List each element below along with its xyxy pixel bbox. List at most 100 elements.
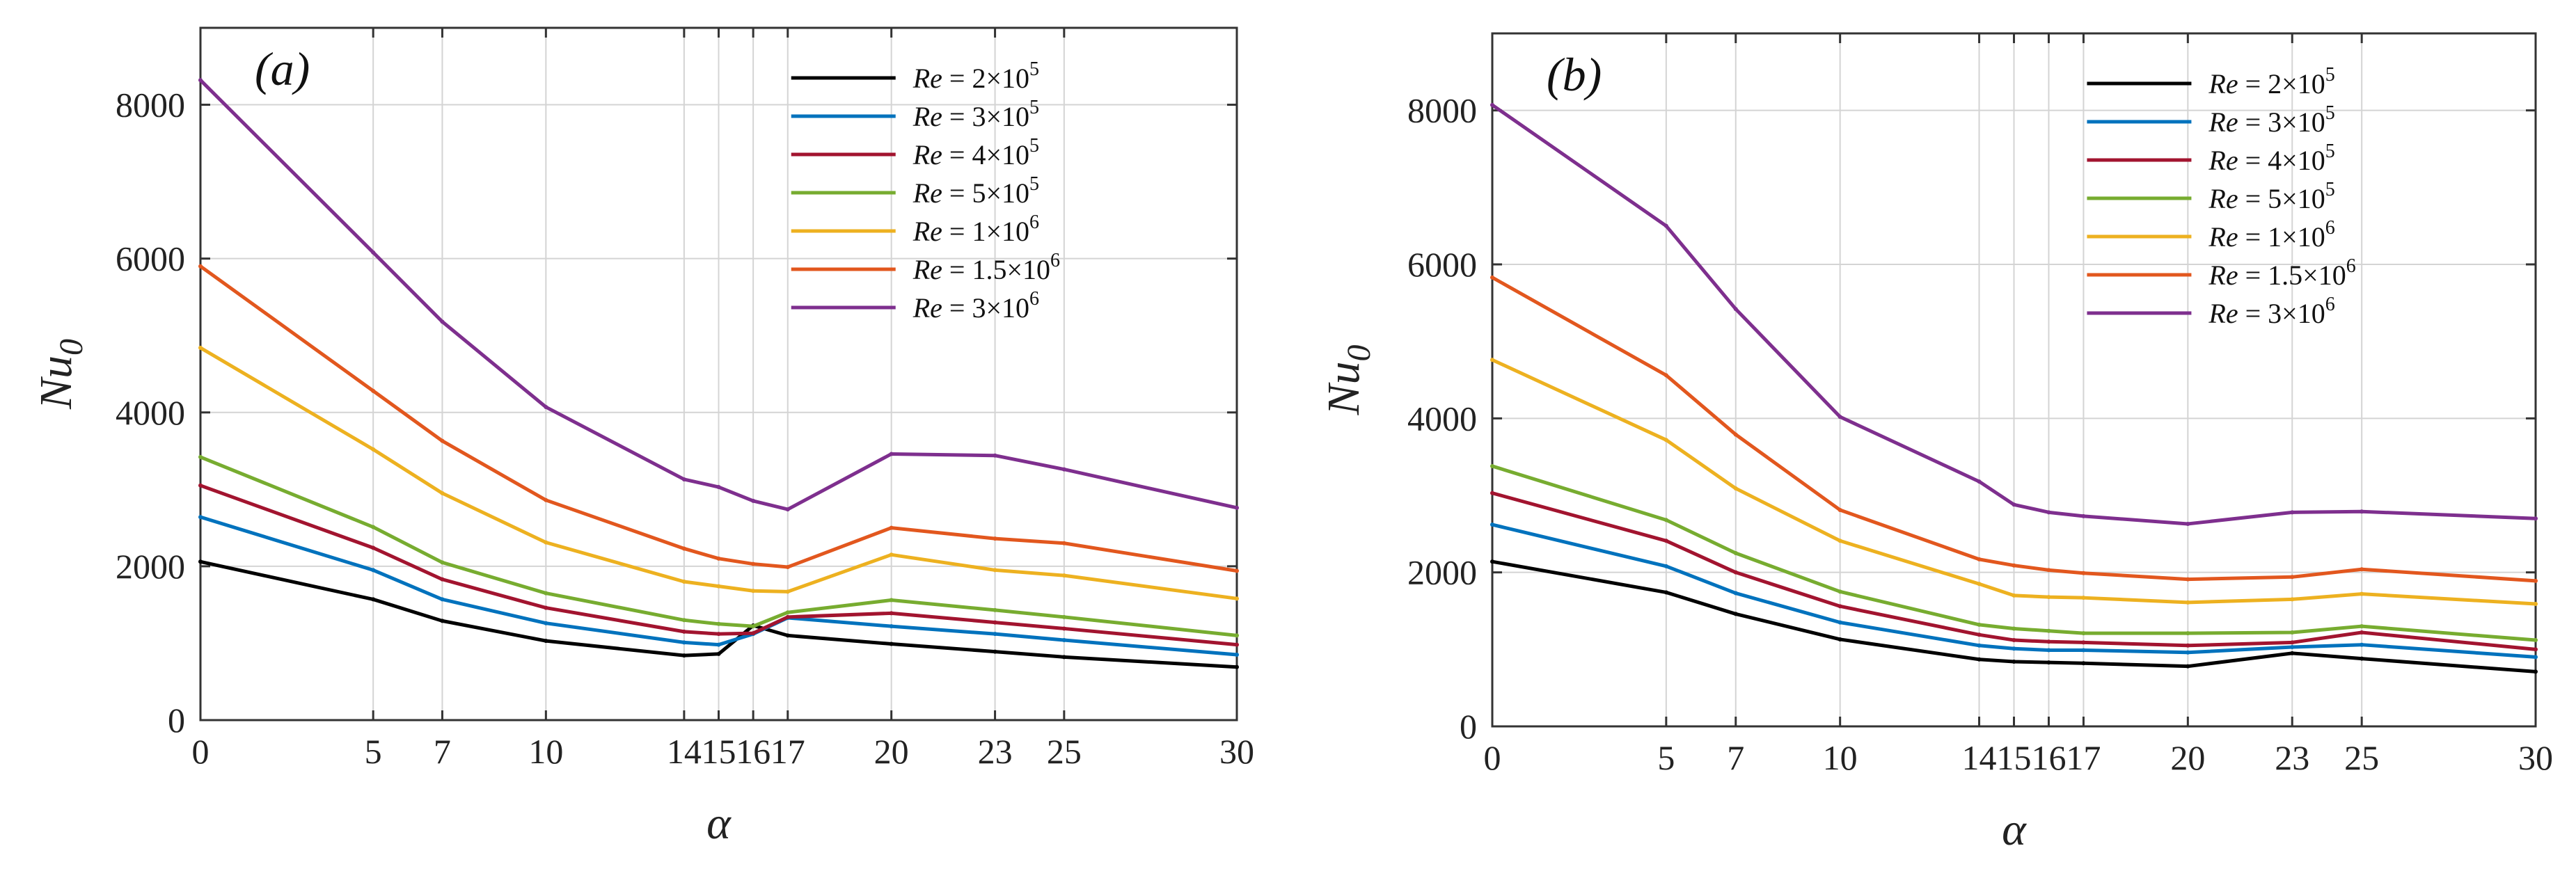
data-point — [889, 624, 894, 629]
data-point — [440, 597, 445, 602]
chart-panel-b: 0 5 7 10 14 15 16 17 20 23 25 30 0 2000 4000 6000 8000 α N… — [1318, 32, 2553, 855]
legend-value: = 3×10 — [942, 292, 1029, 324]
data-point — [993, 568, 997, 573]
legend-re: Re — [2208, 221, 2238, 253]
data-point — [1235, 568, 1239, 573]
y-tick-label: 8000 — [116, 86, 185, 125]
grid-lines — [200, 28, 1238, 721]
series-line — [198, 78, 1239, 511]
y-axis-label-main: Nu — [1318, 361, 1369, 415]
x-tick-label: 20 — [2170, 738, 2205, 777]
legend-exponent: 5 — [2325, 179, 2335, 200]
data-point — [1733, 307, 1738, 312]
x-tick-label: 5 — [1657, 738, 1675, 777]
legend-re: Re — [2208, 183, 2238, 214]
data-point — [1061, 655, 1066, 660]
data-point — [681, 629, 686, 634]
x-tick-label: 15 — [702, 732, 736, 771]
legend-entry: Re = 1.5×106 — [912, 250, 1060, 285]
data-point — [2186, 521, 2190, 526]
data-point — [1664, 438, 1668, 443]
series-line — [1490, 464, 2538, 642]
legend-value: = 5×10 — [942, 177, 1029, 209]
data-point — [2081, 571, 2086, 575]
legend-exponent: 5 — [2325, 102, 2335, 124]
legend-value: = 1×10 — [942, 216, 1029, 247]
data-point — [2046, 568, 2051, 573]
legend-exponent: 5 — [1029, 97, 1039, 118]
legend-entry: Re = 4×105 — [912, 135, 1039, 170]
data-point — [544, 540, 548, 545]
data-point — [2290, 597, 2295, 602]
x-tick-label: 16 — [2031, 738, 2066, 777]
data-point — [2012, 563, 2016, 568]
x-tick-label: 7 — [1727, 738, 1744, 777]
data-point — [2046, 628, 2051, 633]
legend-re: Re — [2208, 260, 2238, 291]
x-tick-label: 30 — [2518, 738, 2553, 777]
data-point — [889, 641, 894, 646]
series-line — [1490, 358, 2538, 606]
data-point — [889, 452, 894, 456]
data-point — [2360, 630, 2364, 635]
y-axis-label-subscript: 0 — [1341, 344, 1377, 361]
data-point — [2186, 600, 2190, 605]
y-axis-label: Nu0 — [31, 339, 90, 410]
data-point — [2290, 645, 2295, 650]
series-line — [198, 484, 1239, 647]
series-line — [1490, 103, 2538, 526]
data-point — [785, 589, 790, 594]
x-tick-label: 23 — [978, 732, 1013, 771]
x-axis-label: α — [706, 798, 732, 849]
x-tick-label: 16 — [736, 732, 771, 771]
data-point — [198, 559, 203, 564]
data-point — [371, 525, 376, 529]
legend-value: = 4×10 — [942, 139, 1029, 170]
data-point — [1977, 632, 1982, 637]
data-point — [2046, 510, 2051, 515]
legend-re: Re — [912, 254, 942, 285]
data-point — [2081, 661, 2086, 666]
legend-exponent: 6 — [1050, 250, 1060, 271]
data-point — [2290, 651, 2295, 655]
data-point — [440, 319, 445, 324]
data-point — [1977, 479, 1982, 484]
y-tick-label: 6000 — [1407, 245, 1477, 284]
legend-exponent: 6 — [2325, 217, 2335, 239]
data-point — [681, 580, 686, 584]
series-line — [198, 455, 1239, 637]
data-point — [2534, 669, 2538, 674]
data-point — [2012, 660, 2016, 664]
legend-entry: Re = 1×106 — [912, 212, 1039, 247]
data-point — [2186, 631, 2190, 636]
series-line — [198, 346, 1239, 600]
legend-value: = 3×10 — [942, 101, 1029, 132]
data-point — [198, 345, 203, 350]
legend-exponent: 5 — [2325, 141, 2335, 162]
data-point — [1490, 358, 1494, 362]
data-point — [544, 621, 548, 625]
data-point — [1838, 620, 1842, 625]
data-point — [440, 619, 445, 623]
data-point — [198, 78, 203, 83]
data-point — [993, 607, 997, 612]
data-point — [993, 632, 997, 637]
legend-entry: Re = 4×105 — [2208, 141, 2334, 176]
legend-value: = 2×10 — [942, 63, 1029, 94]
legend-exponent: 6 — [2325, 294, 2335, 315]
y-axis-label-main: Nu — [31, 356, 81, 410]
data-point — [1977, 582, 1982, 587]
data-point — [2290, 630, 2295, 635]
data-point — [1664, 564, 1668, 568]
x-tick-label: 10 — [528, 732, 563, 771]
y-ticks: 0 2000 4000 6000 8000 — [1407, 91, 2536, 746]
legend-value: = 5×10 — [2238, 183, 2325, 214]
legend-re: Re — [2208, 145, 2238, 176]
y-tick-label: 6000 — [116, 239, 185, 278]
y-tick-label: 0 — [1460, 707, 1477, 746]
legend-re: Re — [2208, 298, 2238, 329]
legend-entry: Re = 2×105 — [912, 58, 1039, 94]
data-point — [2012, 626, 2016, 631]
data-point — [681, 618, 686, 623]
